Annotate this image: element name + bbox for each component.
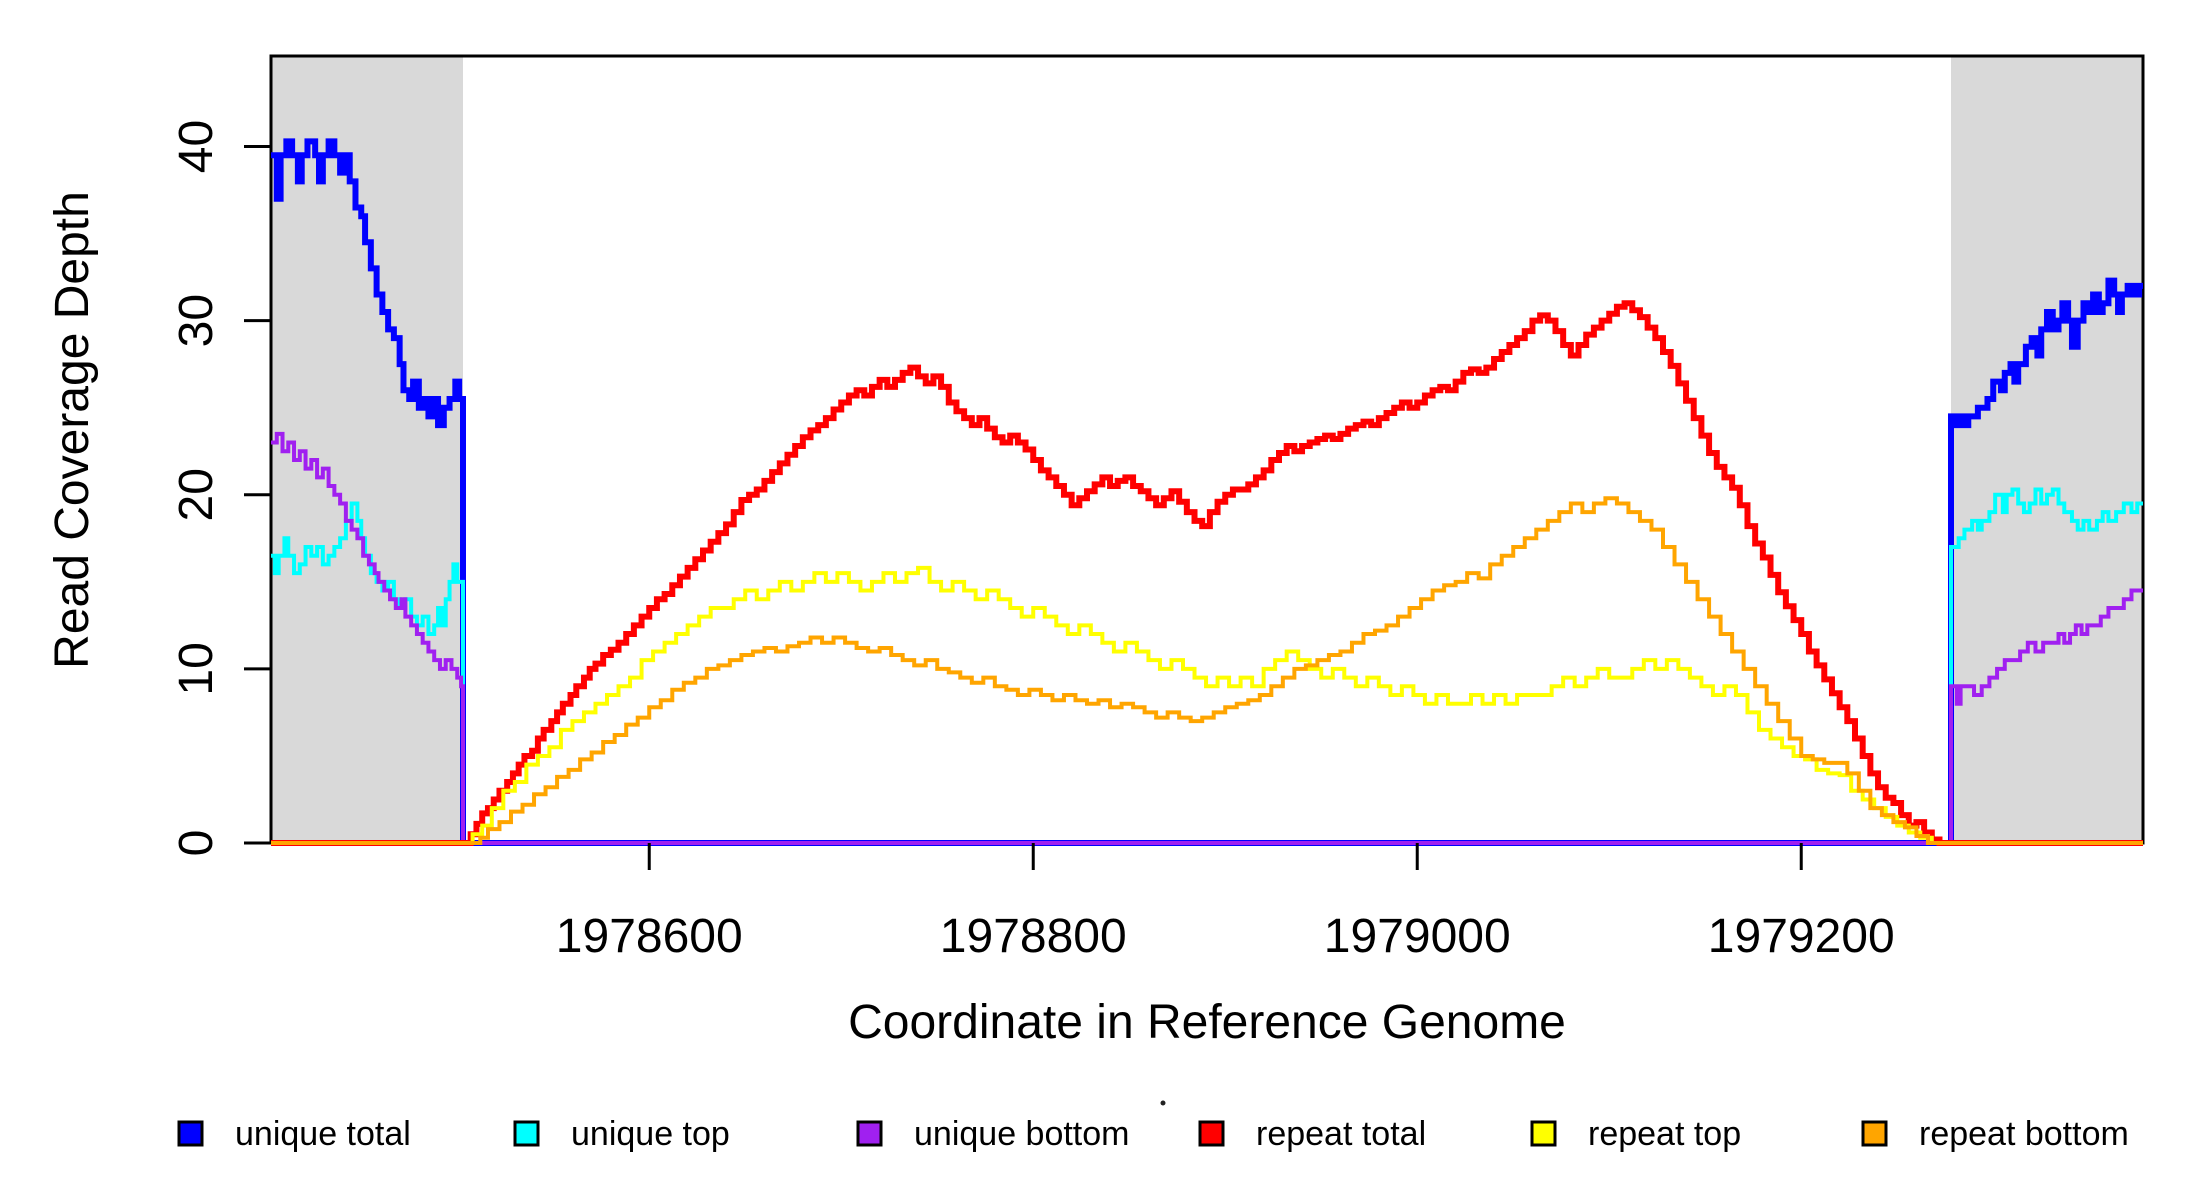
stray-dot xyxy=(1160,1100,1166,1106)
legend-swatch xyxy=(1198,1120,1225,1147)
legend-swatch xyxy=(513,1120,540,1147)
series-unique-bottom xyxy=(271,431,2143,845)
series-group xyxy=(271,138,2143,846)
legend-item-unique-top: unique top xyxy=(513,1115,730,1153)
y-axis-title: Read Coverage Depth xyxy=(46,191,99,669)
x-axis-title: Coordinate in Reference Genome xyxy=(848,996,1566,1049)
series-repeat-bottom xyxy=(271,496,2143,845)
y-tick-label: 30 xyxy=(170,294,223,347)
legend-item-unique-bottom: unique bottom xyxy=(856,1115,1130,1153)
x-tick-label: 1978600 xyxy=(556,910,743,963)
legend-item-unique-total: unique total xyxy=(177,1115,411,1153)
legend-swatch xyxy=(177,1120,204,1147)
y-tick-label: 20 xyxy=(170,468,223,521)
x-tick-label: 1978800 xyxy=(940,910,1127,963)
legend-label: unique total xyxy=(235,1115,411,1153)
y-tick-label: 10 xyxy=(170,642,223,695)
legend-label: repeat top xyxy=(1588,1115,1741,1153)
legend: unique total unique top unique bottom repea… xyxy=(177,1100,2129,1153)
legend-label: repeat bottom xyxy=(1919,1115,2129,1153)
legend-label: unique bottom xyxy=(914,1115,1130,1153)
shaded-region-right xyxy=(1951,56,2143,843)
legend-label: unique top xyxy=(571,1115,730,1153)
legend-item-repeat-top: repeat top xyxy=(1530,1115,1741,1153)
legend-label: repeat total xyxy=(1256,1115,1426,1153)
legend-swatch xyxy=(1530,1120,1557,1147)
y-tick-label: 0 xyxy=(170,830,223,857)
x-tick-label: 1979000 xyxy=(1324,910,1511,963)
x-axis: 1978600 1978800 1979000 1979200 Coordinate i… xyxy=(556,843,1895,1049)
legend-item-repeat-total: repeat total xyxy=(1198,1115,1426,1153)
series-repeat-top xyxy=(271,565,2143,845)
legend-swatch xyxy=(1861,1120,1888,1147)
legend-swatch xyxy=(856,1120,883,1147)
legend-item-repeat-bottom: repeat bottom xyxy=(1861,1115,2129,1153)
series-repeat-total xyxy=(271,300,2143,846)
series-unique-top xyxy=(271,487,2143,845)
y-axis: 0 10 20 30 40 Read Coverage Depth xyxy=(46,120,271,857)
x-tick-label: 1979200 xyxy=(1708,910,1895,963)
y-tick-label: 40 xyxy=(170,120,223,173)
